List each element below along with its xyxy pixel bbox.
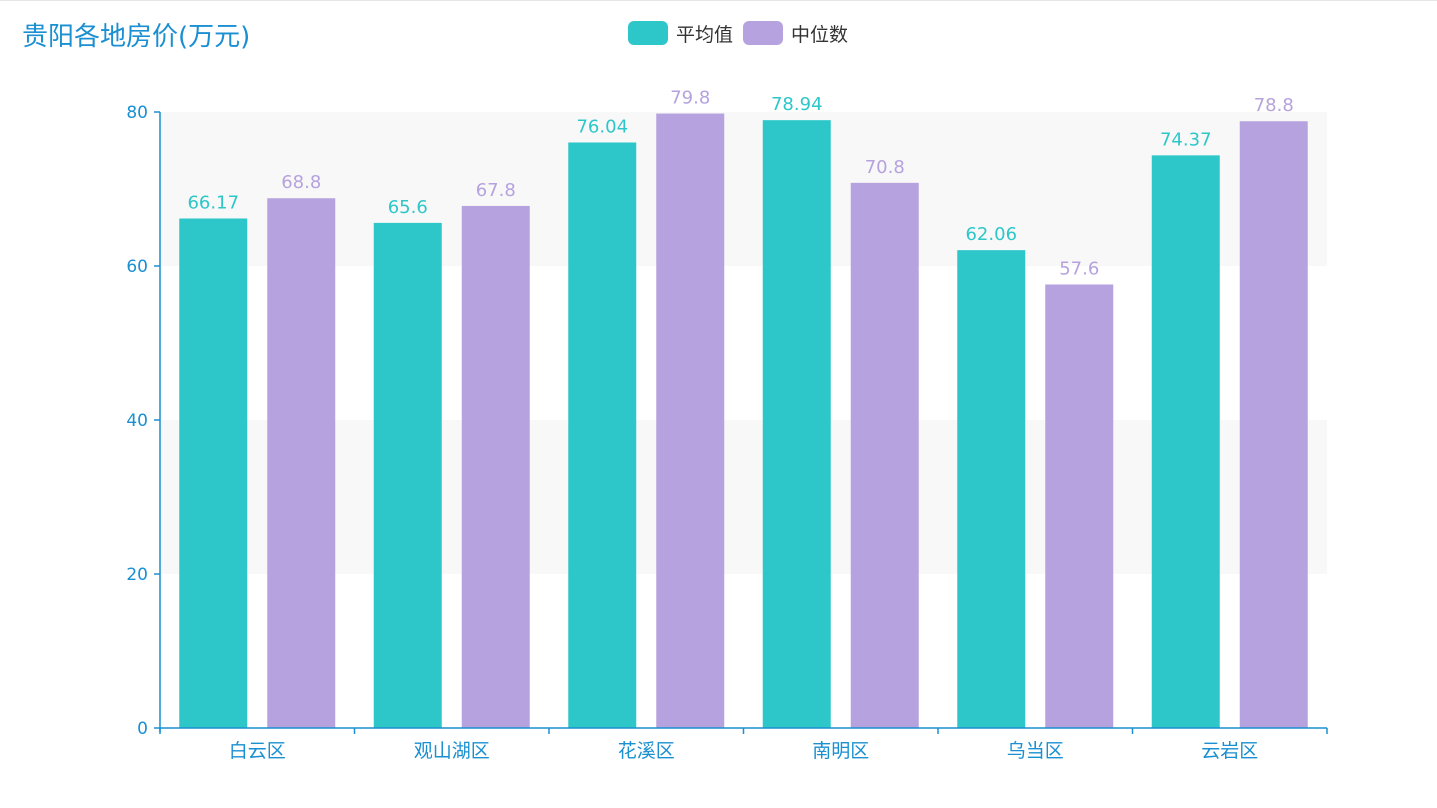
bar-1-0 <box>267 198 336 729</box>
data-label-0-1: 65.6 <box>388 197 428 218</box>
bar-0-4 <box>957 250 1026 728</box>
legend-label-median: 中位数 <box>791 23 849 46</box>
data-label-0-3: 78.94 <box>771 94 823 115</box>
y-tick-label: 40 <box>126 411 148 431</box>
data-label-1-0: 68.8 <box>281 172 321 193</box>
bar-0-3 <box>762 120 831 729</box>
x-tick-label: 白云区 <box>229 740 286 762</box>
data-label-0-2: 76.04 <box>576 116 628 137</box>
data-label-0-0: 66.17 <box>187 192 239 213</box>
chart-title: 贵阳各地房价(万元) <box>22 22 251 52</box>
grid-band <box>160 420 1327 574</box>
x-tick-label: 观山湖区 <box>414 740 490 762</box>
bar-0-5 <box>1151 155 1220 728</box>
data-label-0-5: 74.37 <box>1160 129 1212 150</box>
data-label-1-5: 78.8 <box>1254 95 1294 116</box>
y-tick-label: 0 <box>137 719 148 739</box>
x-tick-label: 南明区 <box>812 740 869 762</box>
data-label-0-4: 62.06 <box>965 224 1017 245</box>
bar-1-2 <box>656 113 725 729</box>
bar-0-1 <box>373 222 442 728</box>
chart-legend: 平均值 中位数 <box>628 20 858 46</box>
y-tick-label: 80 <box>126 103 148 123</box>
bar-1-3 <box>850 182 919 729</box>
x-tick-label: 乌当区 <box>1007 740 1064 762</box>
y-tick-label: 20 <box>126 565 148 585</box>
legend-item-median[interactable]: 中位数 <box>743 20 848 47</box>
data-label-1-4: 57.6 <box>1059 258 1099 279</box>
y-tick-label: 60 <box>126 257 148 277</box>
top-divider <box>0 0 1437 1</box>
legend-label-mean: 平均值 <box>676 23 734 46</box>
bar-1-4 <box>1045 284 1114 728</box>
legend-swatch-mean <box>628 21 668 45</box>
data-label-1-1: 67.8 <box>476 180 516 201</box>
legend-swatch-median <box>743 21 784 45</box>
x-tick-label: 云岩区 <box>1201 740 1258 762</box>
x-tick-label: 花溪区 <box>618 740 675 762</box>
bar-1-5 <box>1239 121 1308 729</box>
data-label-1-2: 79.8 <box>670 88 710 109</box>
data-label-1-3: 70.8 <box>865 157 905 178</box>
grid-band <box>160 112 1327 266</box>
legend-item-mean[interactable]: 平均值 <box>628 20 733 47</box>
bar-1-1 <box>461 205 530 728</box>
bar-0-2 <box>568 142 637 728</box>
bar-0-0 <box>179 218 248 728</box>
